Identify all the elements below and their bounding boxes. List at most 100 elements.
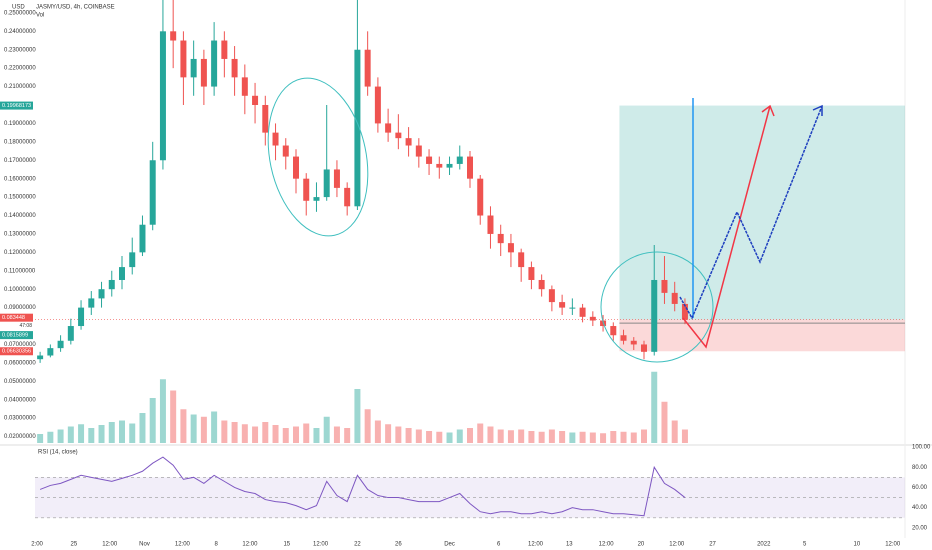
volume-bar [610, 431, 617, 443]
price-label-box [0, 331, 33, 340]
y-tick-label: 0.02000000 [4, 434, 36, 440]
price-label-box [0, 313, 33, 322]
candle-body [231, 58, 238, 78]
volume-bar [241, 424, 248, 443]
volume-bar [620, 431, 627, 443]
volume-bar [507, 430, 514, 443]
candle-body [211, 40, 218, 87]
candle-body [57, 340, 64, 349]
currency-label: USD [12, 5, 25, 11]
countdown: 47:08 [19, 323, 32, 329]
x-tick-label: 25 [71, 542, 78, 548]
candle-body [610, 326, 617, 336]
candle-body [119, 267, 125, 280]
x-tick-label: 2022 [757, 542, 771, 548]
x-tick-label: 12:00 [175, 542, 191, 548]
blue-arrow [679, 105, 823, 320]
volume-bar [200, 416, 207, 443]
x-tick-label: 12:00 [885, 542, 901, 548]
volume-bar [456, 429, 463, 443]
y-tick-label: 0.14000000 [4, 213, 36, 219]
x-tick-label: 26 [395, 542, 402, 548]
candle-body [589, 316, 596, 321]
x-tick-label: 2:00 [31, 542, 43, 548]
x-tick-label: 13 [566, 542, 573, 548]
rsi-tick-label: 20.00 [912, 525, 928, 531]
volume-bar [88, 428, 95, 443]
candle-body [180, 40, 187, 78]
candle-body [518, 252, 525, 268]
volume-bar [57, 429, 64, 443]
red-arrowhead [761, 104, 775, 117]
price-label: 0.083448 [2, 315, 25, 321]
x-tick-label: 12:00 [528, 542, 544, 548]
volume-bar [559, 431, 566, 443]
candle-body [67, 326, 74, 341]
candle-body [395, 132, 402, 139]
ellipse-drawing [267, 77, 369, 237]
candle-body [507, 243, 514, 253]
candle-body [497, 233, 504, 244]
candle-body [149, 160, 156, 225]
volume-bar [303, 423, 310, 443]
candle-body [620, 335, 627, 341]
candle-body [200, 58, 207, 87]
volume-bar [405, 428, 412, 443]
volume-bar [262, 422, 269, 443]
volume-bar [67, 426, 74, 443]
candle-body [78, 307, 85, 327]
price-label: 0.06630356 [2, 349, 31, 355]
y-tick-label: 0.06000000 [4, 360, 36, 366]
candle-body [98, 289, 105, 299]
candle-body [221, 40, 228, 59]
volume-bar [528, 431, 535, 443]
candle-body [374, 86, 381, 124]
rsi-tick-label: 100.00 [912, 445, 931, 451]
candle-body [548, 289, 555, 303]
candle-body [303, 178, 310, 201]
candle-body [241, 77, 248, 96]
volume-bar [487, 426, 494, 443]
y-tick-label: 0.24000000 [4, 29, 36, 35]
price-label: 0.19968173 [2, 103, 31, 109]
volume-bar [538, 431, 545, 443]
volume-bar [385, 424, 392, 443]
candle-body [108, 279, 115, 290]
volume-bar [374, 420, 381, 443]
volume-bar [78, 424, 85, 443]
x-tick-label: 27 [709, 542, 716, 548]
x-tick-label: 12:00 [102, 542, 118, 548]
candle-body [446, 163, 453, 168]
candle-body [467, 156, 473, 179]
y-tick-label: 0.16000000 [4, 176, 36, 182]
volume-bar [651, 371, 658, 443]
candle-body [579, 307, 586, 317]
volume-bar [436, 431, 443, 443]
x-tick-label: 5 [803, 542, 807, 548]
candle-body [559, 302, 566, 308]
candle-body [252, 95, 259, 105]
volume-bar [579, 431, 586, 443]
candle-body [139, 224, 146, 253]
volume-bar [293, 426, 299, 443]
y-tick-label: 0.19000000 [4, 121, 36, 127]
x-tick-label: 12:00 [242, 542, 258, 548]
y-tick-label: 0.05000000 [4, 379, 36, 385]
volume-bar [333, 426, 340, 443]
volume-bar [395, 426, 402, 443]
volume-bar [119, 420, 125, 443]
volume-bar [681, 429, 688, 443]
volume-bar [37, 434, 44, 443]
y-tick-label: 0.23000000 [4, 47, 36, 53]
candle-body [333, 169, 340, 188]
y-tick-label: 0.15000000 [4, 195, 36, 201]
price-label-box [0, 101, 33, 110]
x-tick-label: 12:00 [599, 542, 615, 548]
rsi-line [39, 456, 686, 517]
volume-bar [497, 429, 504, 443]
y-tick-label: 0.03000000 [4, 416, 36, 422]
volume-bar [323, 416, 330, 443]
volume-bar [661, 401, 668, 443]
volume-bar [139, 413, 146, 443]
